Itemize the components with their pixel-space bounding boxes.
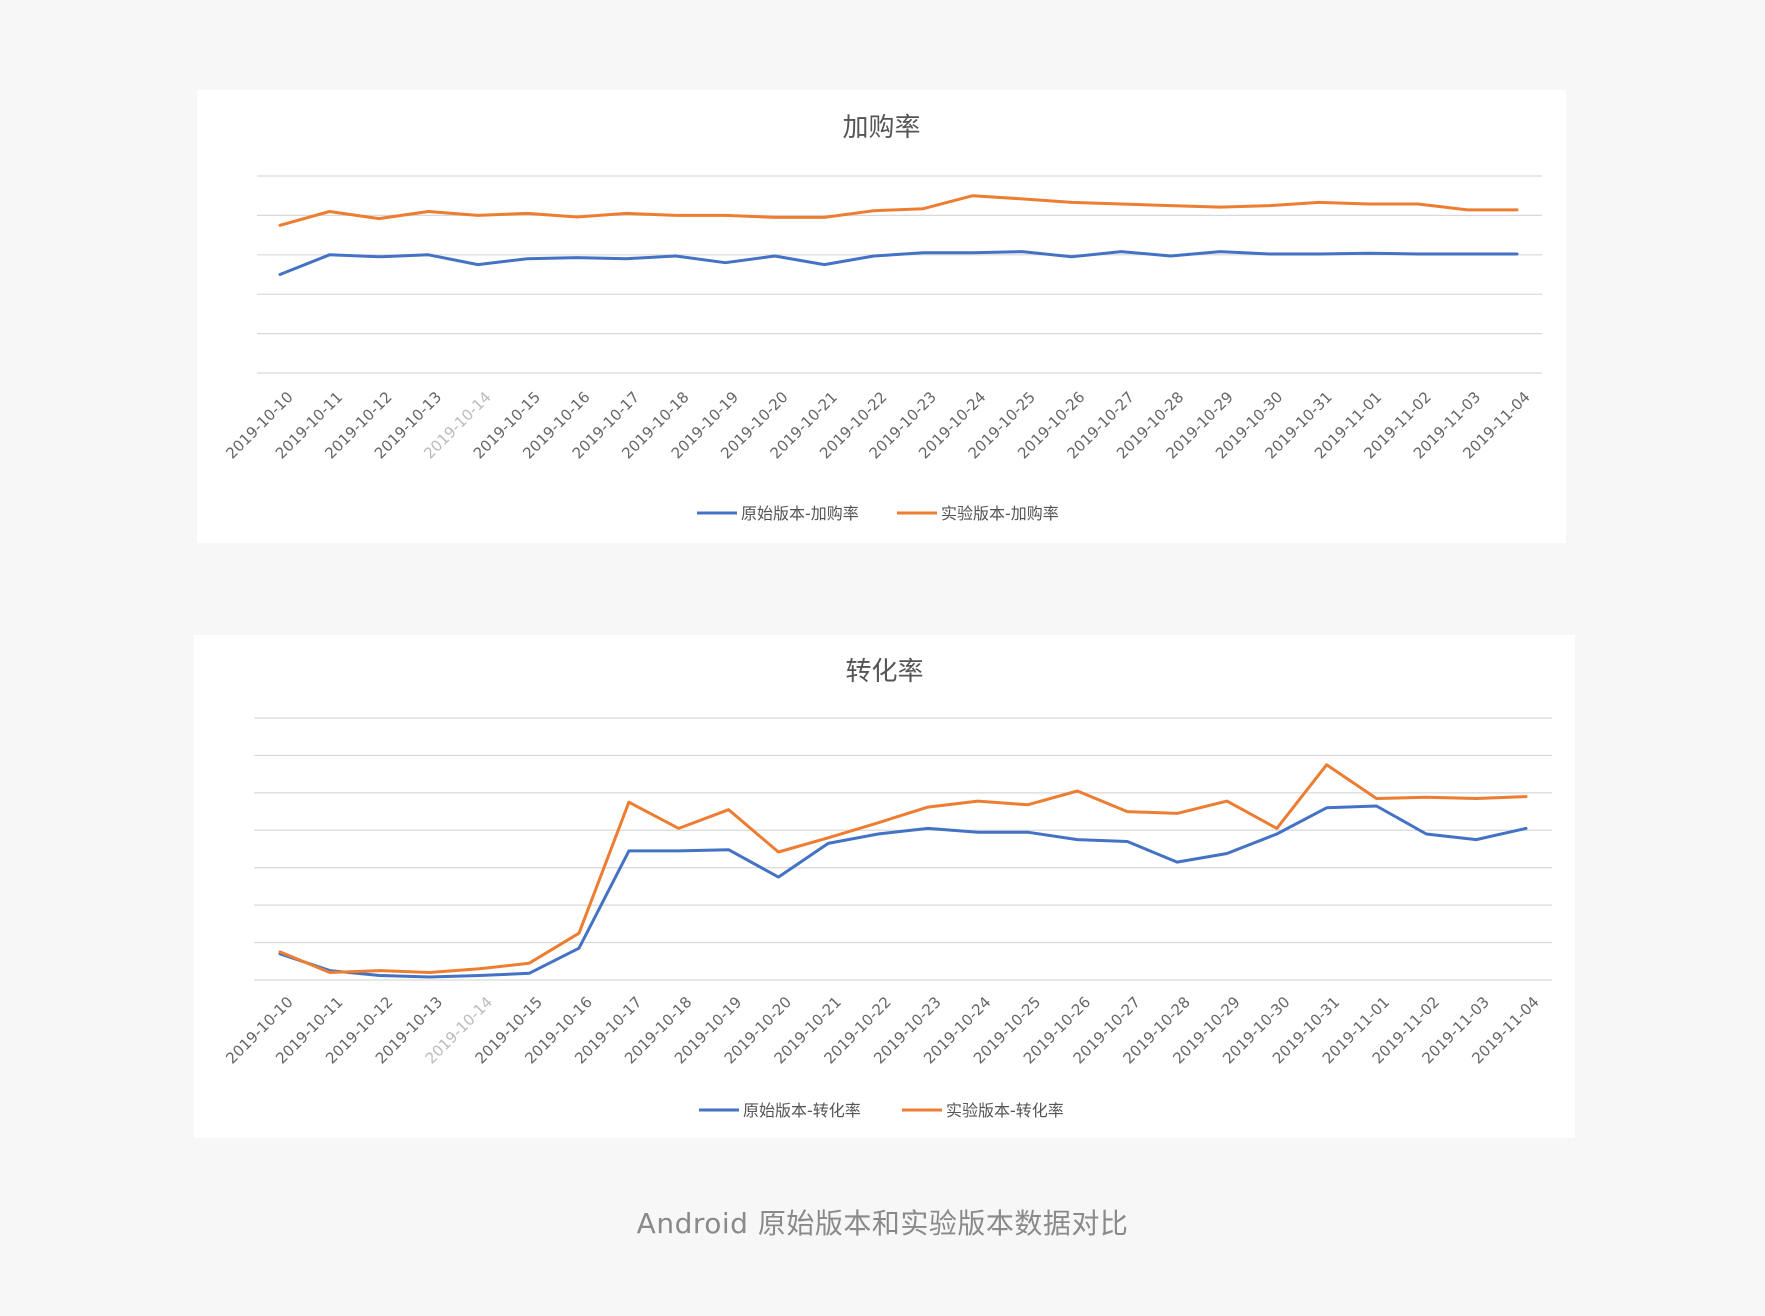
legend-label: 原始版本-加购率 xyxy=(741,504,859,523)
original-series-line xyxy=(278,804,1528,979)
legend-label: 实验版本-转化率 xyxy=(946,1101,1064,1120)
add-to-cart-chart-title: 加购率 xyxy=(842,113,920,143)
legend-entry: 实验版本-转化率 xyxy=(902,1101,1064,1120)
conversion-chart-add-to-cart-panel: 加购率 2019-10-10 2019-10-11 2019-10-12 2019-10… xyxy=(197,90,1566,543)
conversion-chart-title: 转化率 xyxy=(845,657,923,687)
conversion-chart-conversion-panel: 转化率 2019-10-10 2019-10-11 2019-10-12 2019-10… xyxy=(194,635,1575,1138)
experiment-series-line xyxy=(278,763,1528,974)
legend-entry: 原始版本-加购率 xyxy=(697,504,859,523)
add-to-cart-rate-chart: 加购率2019-10-102019-10-112019-10-122019-10… xyxy=(222,113,1542,523)
conversion-rate-chart: 转化率2019-10-102019-10-112019-10-122019-10… xyxy=(222,657,1552,1120)
original-series-line xyxy=(278,250,1519,276)
legend-entry: 实验版本-加购率 xyxy=(897,504,1059,523)
legend-label: 实验版本-加购率 xyxy=(941,504,1059,523)
figure-caption: Android 原始版本和实验版本数据对比 xyxy=(636,1207,1129,1240)
legend-label: 原始版本-转化率 xyxy=(743,1101,861,1120)
experiment-series-line xyxy=(278,194,1519,227)
legend-entry: 原始版本-转化率 xyxy=(699,1101,861,1120)
